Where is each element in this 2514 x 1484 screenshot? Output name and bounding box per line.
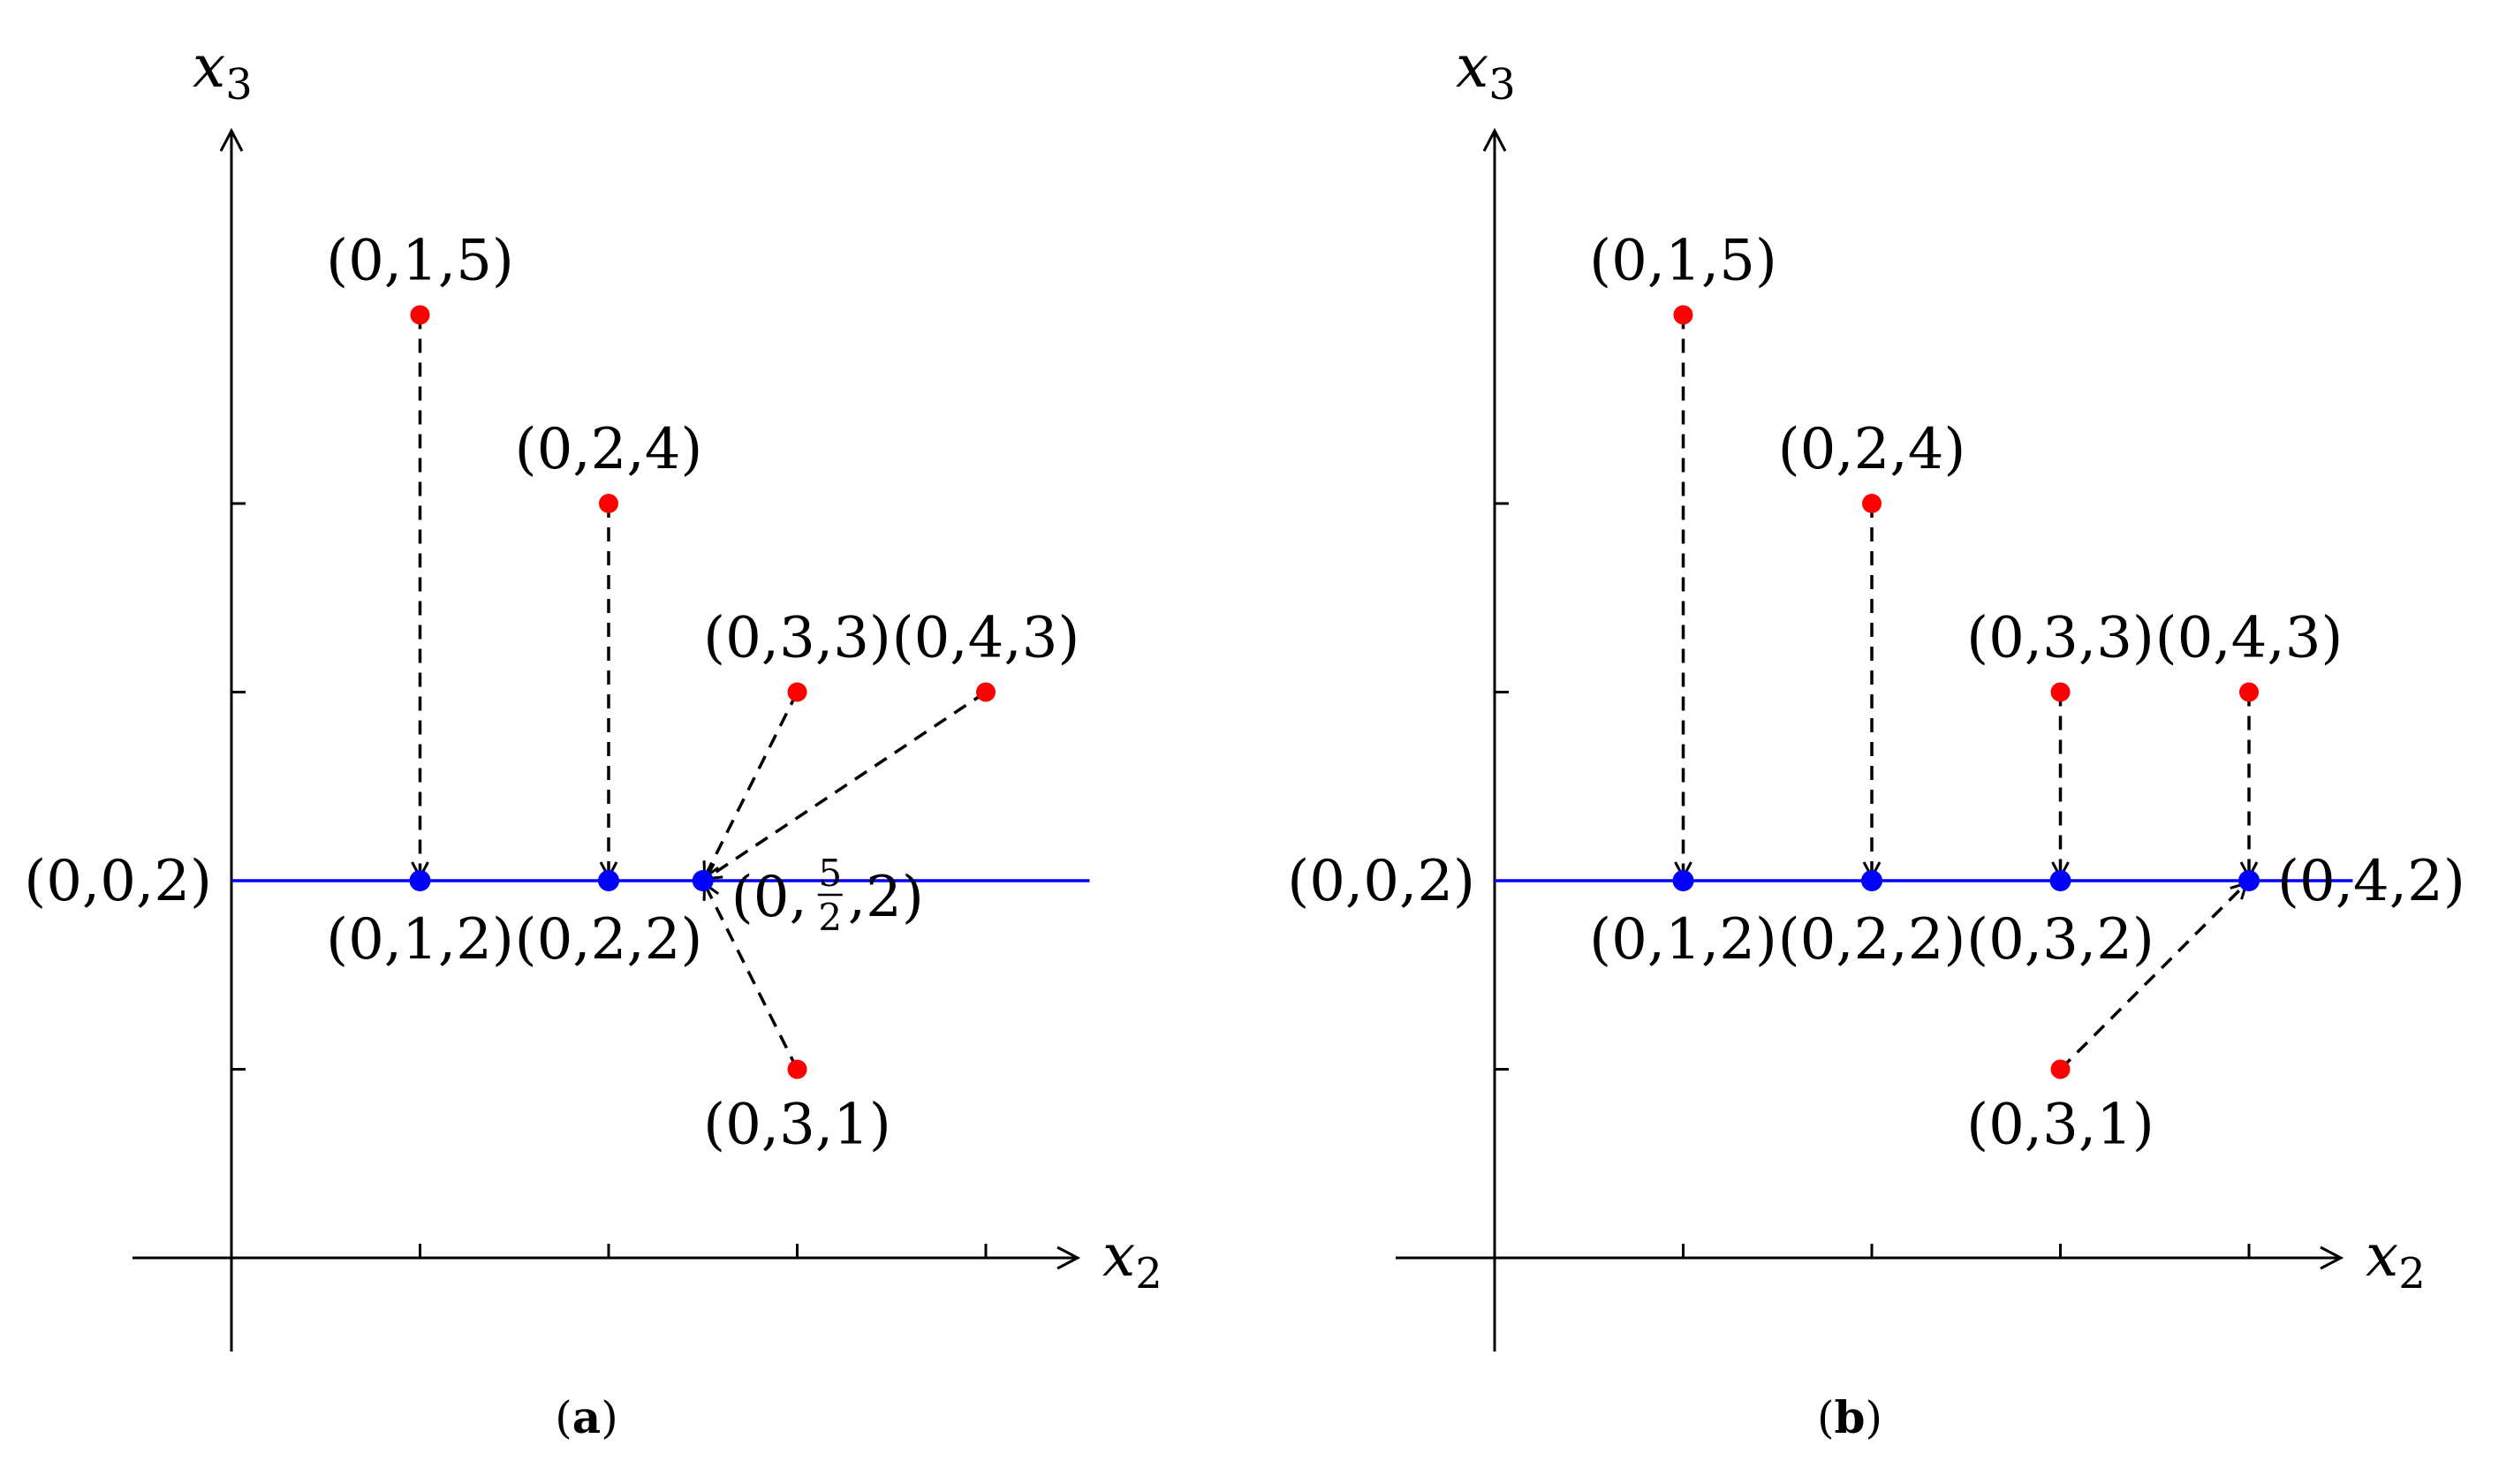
x2-axis-label: x2 (2366, 1222, 2426, 1298)
red-point (1862, 494, 1882, 513)
red-point (410, 305, 430, 325)
blue-point-label: (0,4,2) (2277, 849, 2465, 914)
red-point-label: (0,3,3) (1966, 606, 2154, 671)
blue-point (2238, 870, 2260, 891)
blue-point (2049, 870, 2071, 891)
red-point (787, 1059, 807, 1079)
blue-point-label: (0,1,2) (326, 907, 514, 973)
line-label: (0,0,2) (24, 849, 212, 914)
red-point (976, 682, 996, 702)
red-point (599, 494, 618, 513)
x3-axis-label: x3 (1456, 33, 1516, 110)
blue-point (598, 870, 619, 891)
red-point (787, 682, 807, 702)
blue-point-label: (0,1,2) (1589, 907, 1777, 973)
blue-point (409, 870, 431, 891)
projection-arrow (2059, 883, 2247, 1071)
projection-arrow (705, 884, 799, 1071)
fraction-numerator: 5 (818, 852, 842, 895)
panel-b: x2 x3 (0,0,2) (0,1,5) (0,2,4) (0,3,3) (0,4,3) (… (1287, 33, 2465, 1443)
blue-point-label: (0,2,2) (515, 907, 703, 973)
x2-axis-label: x2 (1102, 1222, 1162, 1298)
red-point-label: (0,3,1) (703, 1093, 891, 1158)
blue-point (1861, 870, 1882, 891)
blue-point-label-suffix: ,2) (848, 865, 924, 930)
red-point (1673, 305, 1693, 325)
blue-point-label-prefix: (0, (731, 865, 807, 930)
panel-a: x2 x3 (0,0,2) (0,1,5) (0,2,4) (0,3,3) (0,4,3) (… (24, 33, 1162, 1443)
red-point (2050, 1059, 2071, 1079)
blue-point-label: (0,3,2) (1966, 907, 2154, 973)
panel-caption: (b) (1817, 1391, 1882, 1443)
red-point-label: (0,4,3) (2155, 606, 2344, 671)
blue-point (692, 870, 714, 891)
red-point-label: (0,2,4) (515, 417, 703, 482)
red-point-label: (0,3,3) (703, 606, 891, 671)
projection-arrow (705, 691, 799, 878)
red-point-label: (0,1,5) (1589, 229, 1777, 294)
red-point-label: (0,3,1) (1966, 1093, 2154, 1158)
line-label: (0,0,2) (1287, 849, 1475, 914)
blue-point-label: (0,2,2) (1778, 907, 1966, 973)
red-point-label: (0,1,5) (326, 229, 514, 294)
red-point (2239, 682, 2259, 702)
red-point (2050, 682, 2071, 702)
x3-axis-label: x3 (193, 33, 253, 110)
red-point-label: (0,2,4) (1778, 417, 1966, 482)
red-point-label: (0,4,3) (892, 606, 1080, 671)
panel-caption: (a) (555, 1391, 617, 1443)
fraction-denominator: 2 (818, 896, 842, 939)
blue-point (1672, 870, 1694, 891)
projection-arrow (706, 691, 987, 879)
